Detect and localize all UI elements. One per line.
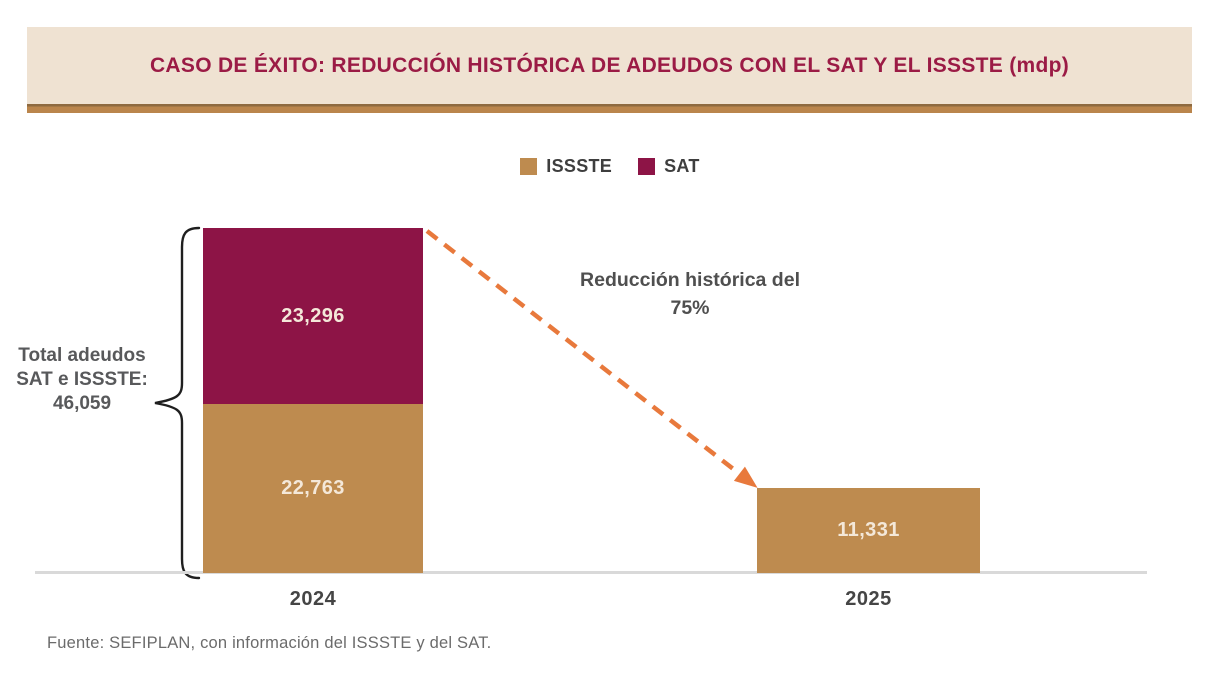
header-banner: CASO DE ÉXITO: REDUCCIÓN HISTÓRICA DE AD… <box>27 27 1192 104</box>
bar-segment-issste-2024: 22,763 <box>203 404 423 573</box>
bar-2024: 23,296 22,763 <box>203 228 423 573</box>
x-label-2024: 2024 <box>289 588 337 610</box>
total-adeudos-line1: Total adeudos <box>18 345 146 366</box>
legend-label-issste: ISSSTE <box>546 156 613 176</box>
bar-segment-issste-2025: 11,331 <box>757 488 980 573</box>
x-label-2025: 2025 <box>845 588 892 610</box>
bar-value-issste-2024: 22,763 <box>281 477 345 499</box>
bar-2025: 11,331 <box>757 488 980 573</box>
curly-brace-icon <box>154 226 201 580</box>
legend-label-sat: SAT <box>664 156 700 176</box>
legend-item-sat: SAT <box>638 156 700 177</box>
reduction-annotation: Reducción histórica del 75% <box>535 266 845 323</box>
bar-value-sat-2024: 23,296 <box>281 304 345 327</box>
total-adeudos-line2: SAT e ISSSTE: <box>16 368 148 390</box>
legend-item-issste: ISSSTE <box>520 156 612 177</box>
x-axis-line <box>35 571 1147 574</box>
legend-swatch-issste-icon <box>520 158 538 175</box>
legend-swatch-sat-icon <box>638 158 656 175</box>
bar-value-issste-2025: 11,331 <box>837 519 900 541</box>
header-underline <box>27 104 1192 113</box>
legend: ISSSTE SAT <box>0 156 1220 177</box>
reduction-annotation-line1: Reducción histórica del <box>580 269 800 291</box>
bar-segment-sat-2024: 23,296 <box>203 228 423 404</box>
page-title: CASO DE ÉXITO: REDUCCIÓN HISTÓRICA DE AD… <box>149 53 1070 77</box>
total-adeudos-label: Total adeudos SAT e ISSSTE: 46,059 <box>0 344 164 415</box>
source-footer: Fuente: SEFIPLAN, con información del IS… <box>47 634 492 652</box>
total-adeudos-value: 46,059 <box>52 392 112 414</box>
reduction-annotation-line2: 75% <box>670 297 710 320</box>
